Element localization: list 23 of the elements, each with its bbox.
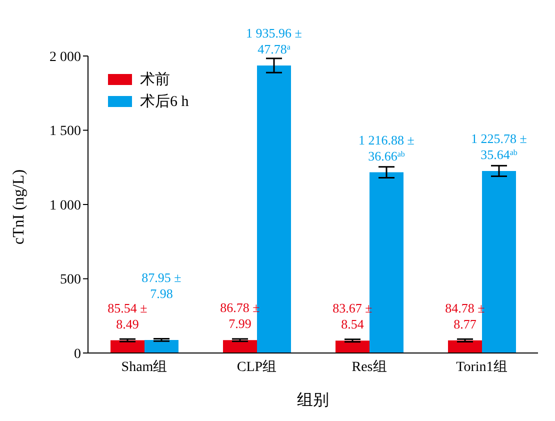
data-label: 1 225.78 ± 35.64$^{ab}$ [471, 130, 527, 162]
y-tick-label: 2 000 [50, 50, 81, 65]
data-label: 1 935.96 ± 47.78$^{a}$ [246, 26, 302, 57]
data-label: 85.54 ± 8.49 [108, 300, 148, 332]
y-tick-label: 1 500 [50, 124, 81, 140]
bar [110, 340, 144, 353]
data-label: 1 216.88 ± 36.66$^{ab}$ [358, 132, 414, 164]
y-tick-label: 500 [60, 272, 81, 288]
legend-label: 术后6 h [140, 92, 189, 110]
bar [448, 340, 482, 353]
bar [144, 340, 178, 353]
x-tick-label: CLP组 [236, 358, 277, 375]
x-tick-label: Torin1组 [456, 358, 508, 375]
legend-label: 术前 [140, 70, 170, 88]
x-axis-title: 组别 [297, 392, 329, 409]
x-tick-label: Res组 [352, 358, 387, 375]
data-label: 87.95 ± 7.98 [142, 270, 182, 301]
bar [223, 340, 257, 353]
bar [336, 340, 370, 353]
x-tick-label: Sham组 [121, 358, 168, 375]
y-axis-title: cTnI (ng/L) [10, 169, 28, 244]
y-tick-label: 0 [74, 346, 81, 362]
y-tick-label: 1 000 [50, 198, 81, 214]
